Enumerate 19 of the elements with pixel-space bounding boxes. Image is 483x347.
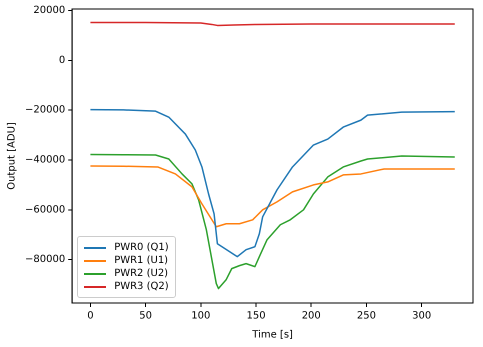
x-tick-label: 300 (412, 310, 432, 322)
x-tick-label: 50 (139, 310, 152, 322)
y-tick-label: 0 (58, 54, 66, 66)
y-tick-label: −80000 (24, 254, 66, 266)
x-tick-label: 150 (246, 310, 266, 322)
y-tick-label: 20000 (33, 5, 66, 16)
x-axis-title: Time [s] (251, 330, 294, 341)
x-tick-label: 250 (356, 310, 376, 322)
x-tick-label: 0 (87, 310, 94, 322)
y-tick-label: −40000 (24, 154, 66, 166)
y-axis-title: Output [ADU] (6, 122, 18, 190)
legend-label: PWR2 (U2) (114, 268, 168, 279)
x-tick-label: 200 (302, 310, 321, 322)
y-tick-label: −20000 (24, 104, 66, 116)
legend-label: PWR3 (Q2) (114, 281, 169, 292)
y-tick-label: −60000 (24, 204, 66, 216)
legend-label: PWR1 (U1) (114, 255, 168, 266)
x-tick-label: 100 (191, 310, 210, 322)
legend-label: PWR0 (Q1) (114, 242, 169, 253)
